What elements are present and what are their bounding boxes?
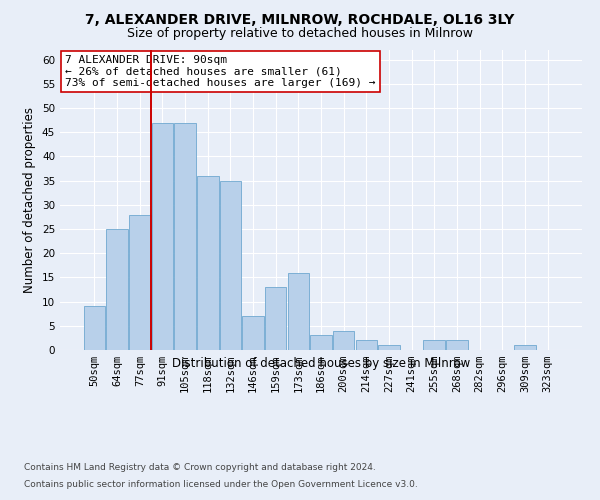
Text: 7 ALEXANDER DRIVE: 90sqm
← 26% of detached houses are smaller (61)
73% of semi-d: 7 ALEXANDER DRIVE: 90sqm ← 26% of detach… [65, 54, 376, 88]
Bar [514, 345, 536, 350]
Bar [446, 340, 467, 350]
Bar [197, 176, 218, 350]
Bar [129, 214, 151, 350]
Bar [356, 340, 377, 350]
Text: Contains HM Land Registry data © Crown copyright and database right 2024.: Contains HM Land Registry data © Crown c… [24, 464, 376, 472]
Bar [242, 316, 264, 350]
Text: 7, ALEXANDER DRIVE, MILNROW, ROCHDALE, OL16 3LY: 7, ALEXANDER DRIVE, MILNROW, ROCHDALE, O… [85, 12, 515, 26]
Bar [287, 272, 309, 350]
Y-axis label: Number of detached properties: Number of detached properties [23, 107, 37, 293]
Bar [424, 340, 445, 350]
Text: Contains public sector information licensed under the Open Government Licence v3: Contains public sector information licen… [24, 480, 418, 489]
Bar [333, 330, 355, 350]
Text: Distribution of detached houses by size in Milnrow: Distribution of detached houses by size … [172, 358, 470, 370]
Bar [175, 122, 196, 350]
Bar [84, 306, 105, 350]
Bar [378, 345, 400, 350]
Bar [265, 287, 286, 350]
Text: Size of property relative to detached houses in Milnrow: Size of property relative to detached ho… [127, 28, 473, 40]
Bar [106, 229, 128, 350]
Bar [220, 180, 241, 350]
Bar [152, 122, 173, 350]
Bar [310, 336, 332, 350]
